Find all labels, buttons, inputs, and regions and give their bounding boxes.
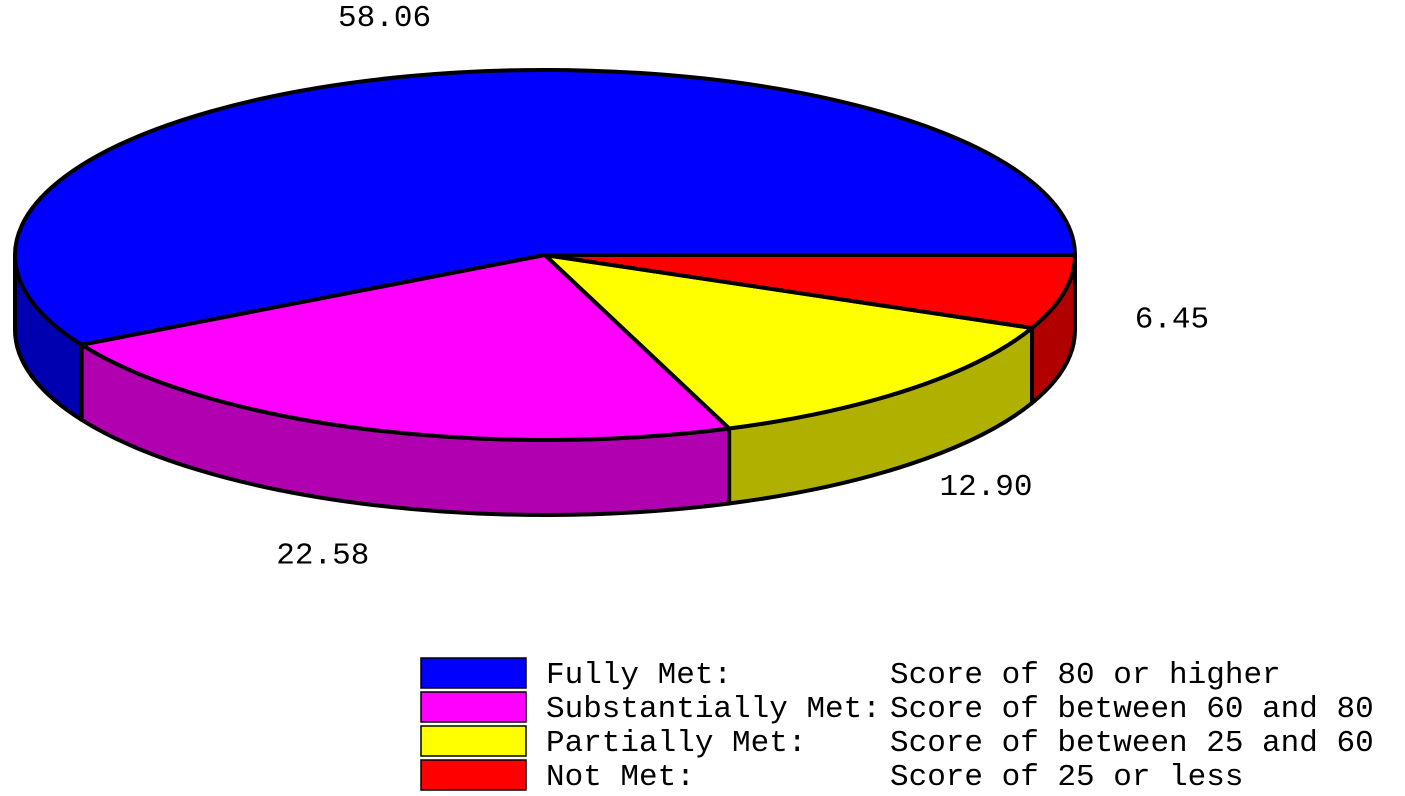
value-label: 12.90 <box>939 470 1032 505</box>
legend-swatch <box>420 759 527 791</box>
legend-description: Score of 80 or higher <box>890 658 1281 693</box>
legend-description: Score of between 60 and 80 <box>890 692 1374 727</box>
legend-label: Substantially Met: <box>546 692 881 727</box>
value-label: 6.45 <box>1135 303 1209 338</box>
legend-swatch <box>420 657 527 689</box>
legend-label: Fully Met: <box>546 658 732 693</box>
legend-label: Not Met: <box>546 760 695 795</box>
legend-description: Score of between 25 and 60 <box>890 726 1374 761</box>
slice <box>79 253 732 442</box>
legend-swatch <box>420 691 527 723</box>
value-label: 22.58 <box>276 538 369 573</box>
legend-swatch <box>420 725 527 757</box>
slice <box>543 253 1077 330</box>
legend-label: Partially Met: <box>546 726 806 761</box>
slice <box>543 253 1035 431</box>
value-label: 58.06 <box>338 1 431 36</box>
legend-description: Score of 25 or less <box>890 760 1243 795</box>
slice <box>13 68 1077 347</box>
